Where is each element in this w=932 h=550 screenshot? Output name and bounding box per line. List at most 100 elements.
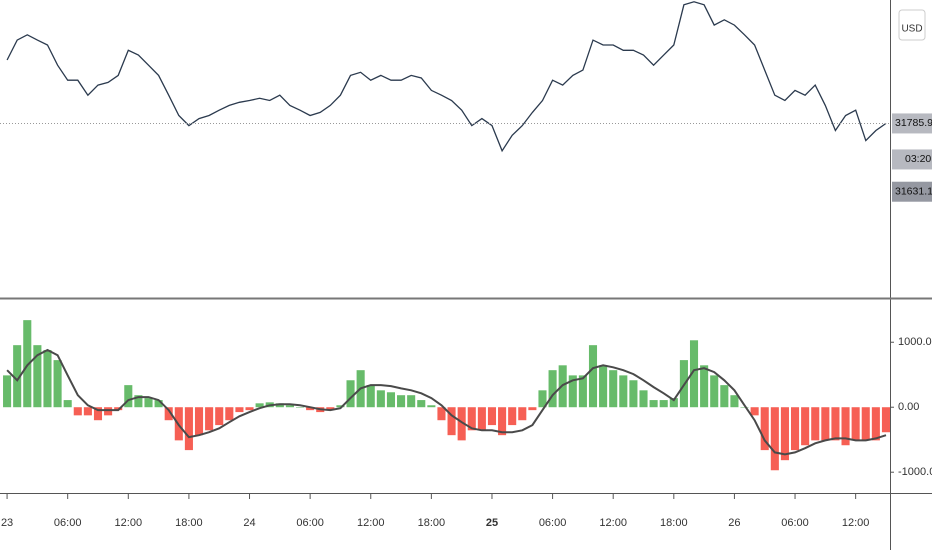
histogram-bar bbox=[386, 392, 395, 408]
x-tick-label: 26 bbox=[728, 517, 740, 529]
x-tick-label: 12:00 bbox=[357, 517, 385, 529]
histogram-bar bbox=[801, 407, 810, 446]
histogram-bar bbox=[518, 407, 527, 421]
histogram-bar bbox=[508, 407, 517, 426]
x-tick-label: 18:00 bbox=[418, 517, 446, 529]
x-tick-label: 12:00 bbox=[115, 517, 143, 529]
histogram-bar bbox=[639, 390, 648, 408]
histogram-bar bbox=[871, 407, 880, 441]
histogram-bar bbox=[245, 407, 254, 411]
histogram-bar bbox=[417, 400, 426, 408]
histogram-bar bbox=[336, 405, 345, 408]
histogram-bar bbox=[689, 340, 699, 408]
histogram-bar bbox=[578, 375, 587, 408]
histogram-bar bbox=[23, 320, 32, 408]
histogram-bar bbox=[831, 407, 840, 441]
histogram-bar bbox=[104, 407, 113, 416]
x-tick-label: 12:00 bbox=[842, 517, 870, 529]
histogram-bar bbox=[609, 370, 618, 408]
histogram-bar bbox=[649, 400, 658, 408]
histogram-bar bbox=[376, 390, 385, 408]
histogram-bar bbox=[447, 407, 456, 436]
histogram-bar bbox=[83, 407, 92, 416]
histogram-bar bbox=[154, 400, 163, 408]
histogram-bar bbox=[659, 400, 668, 408]
histogram-bar bbox=[588, 345, 598, 408]
countdown-label: 03:20 bbox=[905, 153, 931, 165]
histogram-bar bbox=[881, 407, 890, 433]
histogram-bar bbox=[13, 345, 22, 408]
histogram-bar bbox=[457, 407, 466, 441]
histogram-bar bbox=[306, 407, 315, 411]
histogram-bar bbox=[528, 407, 537, 411]
histogram-bar bbox=[235, 407, 244, 413]
histogram-bar bbox=[629, 380, 638, 408]
histogram-bar bbox=[710, 375, 719, 408]
countdown-box bbox=[892, 149, 932, 170]
y-tick-label: 0.00 bbox=[898, 401, 919, 413]
histogram-bar bbox=[53, 360, 62, 408]
x-tick-label: 06:00 bbox=[781, 517, 809, 529]
histogram-bar bbox=[720, 385, 729, 408]
histogram-bar bbox=[73, 407, 82, 416]
histogram-bar bbox=[780, 407, 789, 461]
histogram-bar bbox=[477, 407, 486, 431]
x-tick-label: 23 bbox=[1, 517, 13, 529]
histogram-bar bbox=[548, 370, 557, 408]
histogram-bar bbox=[568, 375, 577, 408]
histogram-bar bbox=[134, 395, 143, 408]
histogram-bar bbox=[184, 407, 193, 451]
histogram-bar bbox=[397, 395, 406, 408]
histogram-bar bbox=[295, 407, 305, 408]
histogram-bar bbox=[770, 407, 779, 471]
x-tick-label: 25 bbox=[486, 517, 498, 529]
histogram-bar bbox=[366, 385, 375, 408]
histogram-bar bbox=[750, 407, 759, 416]
histogram-bar bbox=[760, 407, 769, 451]
histogram-bar bbox=[144, 398, 153, 408]
histogram-bar bbox=[841, 407, 850, 446]
histogram-bar bbox=[498, 407, 507, 436]
histogram-bar bbox=[3, 375, 12, 408]
price-label-box bbox=[892, 181, 932, 202]
histogram-bar bbox=[599, 365, 608, 408]
histogram-bar bbox=[225, 407, 234, 421]
histogram-bar bbox=[194, 407, 204, 436]
histogram-bar bbox=[467, 407, 476, 431]
currency-button[interactable] bbox=[898, 9, 926, 41]
price-line bbox=[6, 1, 887, 153]
histogram-bar bbox=[407, 395, 416, 408]
histogram-bar bbox=[124, 385, 133, 408]
histogram-bar bbox=[851, 407, 860, 441]
histogram-bar bbox=[93, 407, 103, 421]
histogram-bar bbox=[326, 407, 335, 411]
histogram-bar bbox=[790, 407, 800, 451]
x-tick-label: 12:00 bbox=[599, 517, 627, 529]
currency-label[interactable]: USD bbox=[901, 24, 922, 35]
histogram-bar bbox=[215, 407, 224, 426]
y-tick-label: 1000.00 bbox=[898, 336, 932, 348]
histogram-bar bbox=[63, 400, 72, 408]
histogram-bar bbox=[811, 407, 820, 441]
x-tick-label: 24 bbox=[243, 517, 255, 529]
x-tick-label: 18:00 bbox=[660, 517, 688, 529]
histogram-bar bbox=[487, 407, 497, 426]
histogram-bar bbox=[205, 407, 214, 431]
histogram-bar bbox=[33, 345, 42, 408]
signal-line bbox=[6, 348, 887, 456]
histogram-bar bbox=[43, 350, 52, 408]
price-label-box bbox=[892, 113, 932, 134]
histogram-bar bbox=[861, 407, 870, 441]
histogram-bar bbox=[700, 365, 709, 408]
histogram-bar bbox=[669, 398, 678, 408]
histogram-bar bbox=[619, 375, 628, 408]
x-tick-label: 06:00 bbox=[296, 517, 324, 529]
price-label: 31631.10 bbox=[895, 185, 932, 197]
histogram-bar bbox=[255, 403, 264, 408]
x-tick-label: 06:00 bbox=[54, 517, 82, 529]
histogram-bar bbox=[114, 407, 123, 411]
x-tick-label: 06:00 bbox=[539, 517, 567, 529]
histogram-bar bbox=[346, 380, 355, 408]
